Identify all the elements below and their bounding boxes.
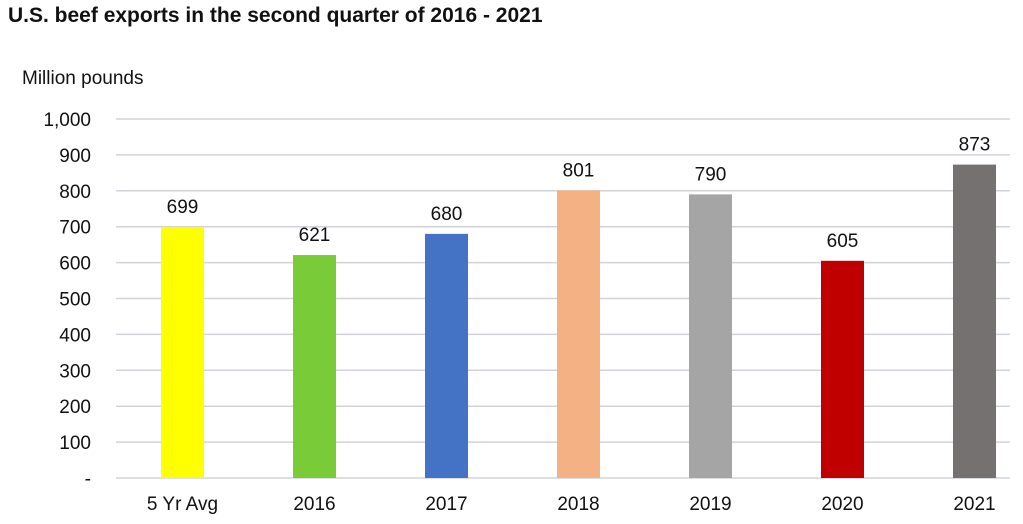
bar — [425, 233, 468, 478]
y-tick-label: 400 — [59, 325, 91, 346]
y-tick-label: - — [85, 469, 91, 490]
y-tick-label: 900 — [59, 146, 91, 167]
y-tick-label: 200 — [59, 397, 91, 418]
x-tick-label: 2019 — [689, 494, 731, 515]
data-label: 699 — [167, 197, 199, 218]
y-axis-label: Million pounds — [22, 68, 144, 89]
chart-title: U.S. beef exports in the second quarter … — [8, 4, 543, 27]
data-label: 621 — [299, 225, 331, 246]
y-tick-label: 500 — [59, 290, 91, 311]
y-tick-label: 800 — [59, 182, 91, 203]
y-tick-label: 1,000 — [43, 110, 91, 131]
data-label: 680 — [431, 204, 463, 225]
bar — [293, 255, 336, 478]
bar — [161, 227, 204, 478]
x-tick-label: 2016 — [293, 494, 335, 515]
data-label: 790 — [695, 164, 727, 185]
y-tick-label: 100 — [59, 433, 91, 454]
data-label: 873 — [959, 135, 991, 156]
x-tick-label: 2018 — [557, 494, 599, 515]
x-tick-label: 2021 — [953, 494, 995, 515]
bar — [689, 194, 732, 478]
bar — [953, 164, 996, 478]
y-tick-label: 700 — [59, 218, 91, 239]
y-tick-label: 600 — [59, 254, 91, 275]
data-label: 605 — [827, 231, 859, 252]
data-label: 801 — [563, 160, 595, 181]
bar — [557, 190, 600, 479]
x-tick-label: 2017 — [425, 494, 467, 515]
x-tick-label: 2020 — [821, 494, 863, 515]
x-tick-label: 5 Yr Avg — [147, 494, 218, 515]
y-tick-label: 300 — [59, 361, 91, 382]
bar — [821, 260, 864, 478]
